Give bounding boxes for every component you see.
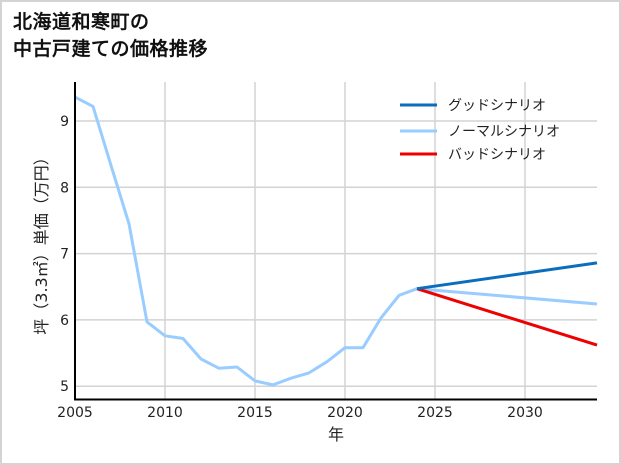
legend-label: バッドシナリオ	[448, 147, 546, 163]
legend-label: グッドシナリオ	[448, 98, 546, 114]
x-tick-label: 2020	[327, 405, 363, 421]
x-tick-label: 2010	[147, 405, 183, 421]
y-tick-label: 5	[60, 379, 69, 395]
series-line	[416, 261, 598, 291]
x-axis-label: 年	[328, 425, 344, 444]
y-tick-label: 8	[60, 180, 69, 196]
chart-title: 北海道和寒町の 中古戸建ての価格推移	[13, 9, 208, 63]
y-tick-label: 7	[60, 247, 69, 263]
chart-title-line-2: 中古戸建ての価格推移	[13, 38, 209, 60]
legend-label: ノーマルシナリオ	[448, 124, 560, 140]
series-line	[416, 287, 598, 347]
x-tick-label: 2005	[57, 405, 93, 421]
series-line	[74, 95, 598, 387]
data-series	[74, 95, 598, 387]
chart-title-line-1: 北海道和寒町の	[13, 11, 150, 33]
y-tick-label: 6	[60, 313, 69, 329]
y-axis-label: 坪（3.3㎡）単価（万円）	[32, 149, 51, 334]
x-tick-labels: 2005 2010 2015 2020 2025 2030	[57, 405, 543, 421]
gridlines	[74, 82, 597, 399]
x-tick-label: 2025	[417, 405, 453, 421]
x-tick-label: 2030	[507, 405, 543, 421]
axes	[74, 82, 597, 401]
y-tick-label: 9	[60, 114, 69, 130]
x-tick-label: 2015	[237, 405, 273, 421]
y-tick-labels: 5 6 7 8 9	[60, 114, 69, 395]
